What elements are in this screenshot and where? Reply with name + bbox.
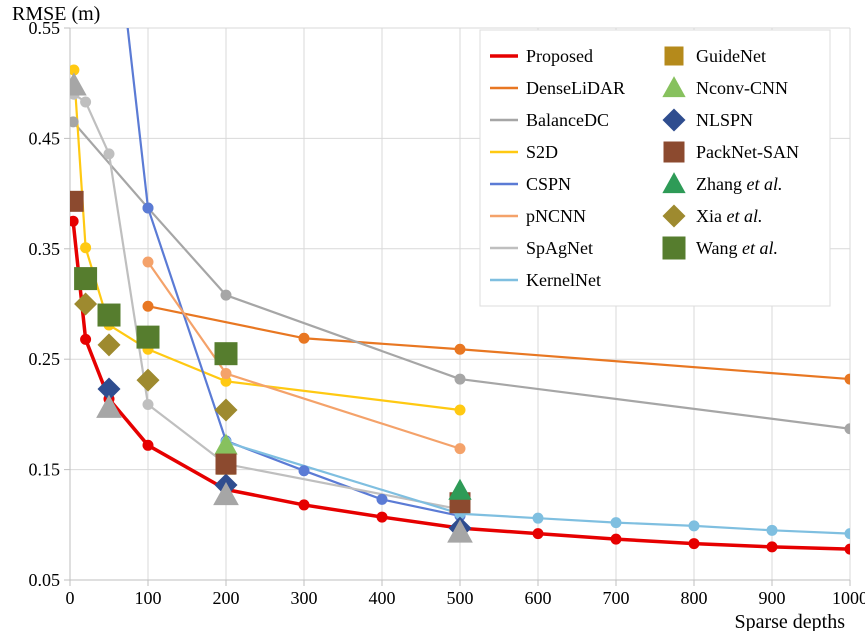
marker-circle bbox=[221, 290, 231, 300]
marker-circle bbox=[455, 405, 465, 415]
marker-square bbox=[215, 343, 237, 365]
legend-label: BalanceDC bbox=[526, 110, 609, 130]
marker-circle bbox=[221, 369, 231, 379]
marker-circle bbox=[455, 444, 465, 454]
y-tick-label: 0.45 bbox=[29, 128, 61, 148]
legend-item: Wang et al. bbox=[663, 237, 778, 259]
marker-circle bbox=[299, 466, 309, 476]
marker-circle bbox=[143, 203, 153, 213]
x-tick-label: 300 bbox=[291, 588, 318, 608]
marker-circle bbox=[81, 334, 91, 344]
marker-circle bbox=[377, 494, 387, 504]
x-tick-label: 800 bbox=[681, 588, 708, 608]
marker-circle bbox=[299, 500, 309, 510]
x-tick-label: 400 bbox=[369, 588, 396, 608]
y-tick-label: 0.15 bbox=[29, 460, 61, 480]
x-tick-label: 600 bbox=[525, 588, 552, 608]
x-tick-label: 1000 bbox=[832, 588, 865, 608]
marker-square bbox=[75, 268, 97, 290]
marker-circle bbox=[143, 301, 153, 311]
marker-circle bbox=[689, 539, 699, 549]
marker-circle bbox=[533, 529, 543, 539]
legend-label: DenseLiDAR bbox=[526, 78, 625, 98]
marker-circle bbox=[377, 512, 387, 522]
marker-circle bbox=[767, 525, 777, 535]
marker-square bbox=[664, 142, 684, 162]
legend-label: KernelNet bbox=[526, 270, 601, 290]
x-tick-label: 900 bbox=[759, 588, 786, 608]
legend-label: Wang et al. bbox=[696, 238, 778, 258]
marker-square bbox=[216, 454, 236, 474]
legend-label: Nconv-CNN bbox=[696, 78, 788, 98]
x-tick-label: 100 bbox=[135, 588, 162, 608]
chart-svg: 0 100 200 300 400 500 600 700 800 900 1000 0.05 0.15… bbox=[0, 0, 865, 631]
legend-label: SpAgNet bbox=[526, 238, 593, 258]
chart-container: 0 100 200 300 400 500 600 700 800 900 1000 0.05 0.15… bbox=[0, 0, 865, 631]
legend-box bbox=[480, 30, 830, 306]
marker-circle bbox=[104, 149, 114, 159]
marker-square bbox=[665, 47, 683, 65]
marker-circle bbox=[533, 513, 543, 523]
legend-label: S2D bbox=[526, 142, 558, 162]
marker-circle bbox=[299, 333, 309, 343]
marker-circle bbox=[689, 521, 699, 531]
marker-circle bbox=[143, 399, 153, 409]
y-tick-label: 0.05 bbox=[29, 570, 61, 590]
marker-circle bbox=[143, 257, 153, 267]
legend-label: NLSPN bbox=[696, 110, 753, 130]
legend-item: NLSPN bbox=[663, 109, 753, 131]
marker-square bbox=[663, 237, 685, 259]
marker-circle bbox=[81, 97, 91, 107]
marker-circle bbox=[767, 542, 777, 552]
x-tick-label: 0 bbox=[66, 588, 75, 608]
y-tick-label: 0.35 bbox=[29, 239, 61, 259]
legend-label: Proposed bbox=[526, 46, 593, 66]
marker-circle bbox=[611, 534, 621, 544]
marker-circle bbox=[143, 440, 153, 450]
legend-label: CSPN bbox=[526, 174, 571, 194]
marker-circle bbox=[611, 518, 621, 528]
y-tick-label: 0.25 bbox=[29, 349, 61, 369]
legend-label: pNCNN bbox=[526, 206, 586, 226]
marker-circle bbox=[455, 374, 465, 384]
legend-label: Xia et al. bbox=[696, 206, 763, 226]
x-tick-label: 700 bbox=[603, 588, 630, 608]
legend-item: GuideNet bbox=[665, 46, 766, 66]
x-axis-label: Sparse depths bbox=[734, 611, 845, 631]
y-axis-label: RMSE (m) bbox=[12, 3, 100, 25]
marker-circle bbox=[81, 243, 91, 253]
legend: Proposed GuideNet DenseLiDAR Nconv-CNN Balan… bbox=[480, 30, 830, 306]
legend-label: Zhang et al. bbox=[696, 174, 782, 194]
legend-label: PackNet-SAN bbox=[696, 142, 799, 162]
x-tick-label: 200 bbox=[213, 588, 240, 608]
legend-label: GuideNet bbox=[696, 46, 766, 66]
marker-circle bbox=[455, 344, 465, 354]
legend-item: PackNet-SAN bbox=[664, 142, 799, 162]
marker-square bbox=[137, 326, 159, 348]
x-tick-label: 500 bbox=[447, 588, 474, 608]
marker-square bbox=[98, 304, 120, 326]
